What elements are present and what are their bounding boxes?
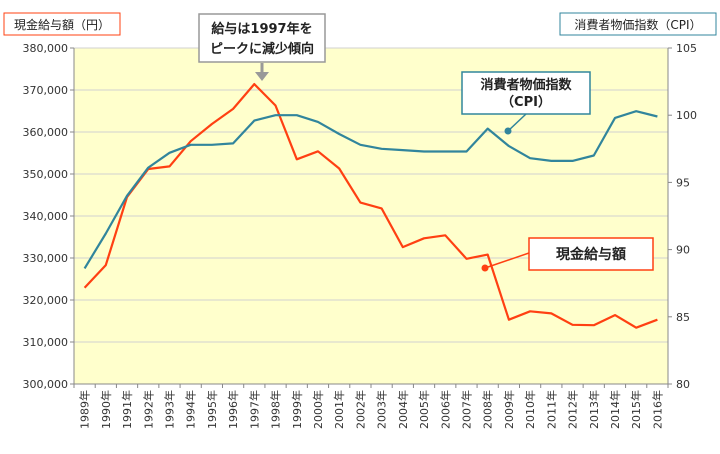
wage-leader-dot xyxy=(481,264,489,272)
cpi-label-text: 消費者物価指数 xyxy=(480,77,572,93)
cpi-leader-dot xyxy=(504,127,512,135)
x-tick-label: 1993年 xyxy=(162,390,176,429)
x-tick-label: 2013年 xyxy=(587,390,601,429)
cpi-label-text: （CPI） xyxy=(501,94,551,110)
x-tick-label: 2008年 xyxy=(481,390,495,429)
x-tick-label: 2016年 xyxy=(650,390,664,429)
x-tick-label: 2006年 xyxy=(438,390,452,429)
x-tick-label: 2014年 xyxy=(608,390,622,429)
x-tick-label: 1991年 xyxy=(120,390,134,429)
right-tick-label: 80 xyxy=(676,378,690,391)
right-tick-label: 105 xyxy=(676,42,697,55)
x-tick-label: 2007年 xyxy=(459,390,473,429)
right-tick-label: 90 xyxy=(676,244,690,257)
x-tick-label: 1996年 xyxy=(226,390,240,429)
x-tick-label: 1990年 xyxy=(99,390,113,429)
left-axis-title-box xyxy=(3,12,121,36)
x-tick-label: 2001年 xyxy=(332,390,346,429)
x-tick-label: 2012年 xyxy=(566,390,580,429)
x-tick-label: 1998年 xyxy=(269,390,283,429)
x-tick-label: 2015年 xyxy=(629,390,643,429)
left-tick-label: 350,000 xyxy=(23,168,69,181)
left-tick-label: 300,000 xyxy=(23,378,69,391)
peak-arrow-head xyxy=(255,72,269,81)
series-line xyxy=(83,110,658,269)
x-tick-label: 1997年 xyxy=(247,390,261,429)
peak-annotation-text: ピークに減少傾向 xyxy=(210,41,314,57)
x-tick-label: 2009年 xyxy=(502,390,516,429)
x-tick-label: 2003年 xyxy=(375,390,389,429)
peak-annotation-text: 給与は1997年を xyxy=(211,21,312,37)
left-tick-label: 340,000 xyxy=(23,210,69,223)
peak-annotation-box xyxy=(198,13,326,63)
x-tick-label: 1995年 xyxy=(205,390,219,429)
left-tick-label: 310,000 xyxy=(23,336,69,349)
wage-leader-line xyxy=(484,252,530,269)
wage-label-text: 現金給与額 xyxy=(556,246,626,263)
x-tick-label: 2002年 xyxy=(353,390,367,429)
left-tick-label: 370,000 xyxy=(23,84,69,97)
left-tick-label: 360,000 xyxy=(23,126,69,139)
x-tick-label: 2000年 xyxy=(311,390,325,429)
cpi-label-box xyxy=(461,71,591,115)
left-tick-label: 330,000 xyxy=(23,252,69,265)
series-line xyxy=(83,82,658,329)
left-tick-label: 320,000 xyxy=(23,294,69,307)
wage-label-box xyxy=(528,237,654,271)
right-axis-title-box xyxy=(559,12,717,36)
left-tick-label: 380,000 xyxy=(23,42,69,55)
x-tick-label: 1999年 xyxy=(290,390,304,429)
right-tick-label: 100 xyxy=(676,109,697,122)
right-tick-label: 85 xyxy=(676,311,690,324)
x-tick-label: 2010年 xyxy=(523,390,537,429)
x-tick-label: 1992年 xyxy=(141,390,155,429)
right-axis-title: 消費者物価指数（CPI） xyxy=(574,17,701,32)
right-tick-label: 95 xyxy=(676,176,690,189)
cpi-leader-line xyxy=(507,113,527,132)
x-tick-label: 2011年 xyxy=(544,390,558,429)
left-axis-title: 現金給与額（円） xyxy=(14,17,110,32)
x-tick-label: 1994年 xyxy=(184,390,198,429)
x-tick-label: 2005年 xyxy=(417,390,431,429)
x-tick-label: 2004年 xyxy=(396,390,410,429)
x-tick-label: 1989年 xyxy=(78,390,92,429)
